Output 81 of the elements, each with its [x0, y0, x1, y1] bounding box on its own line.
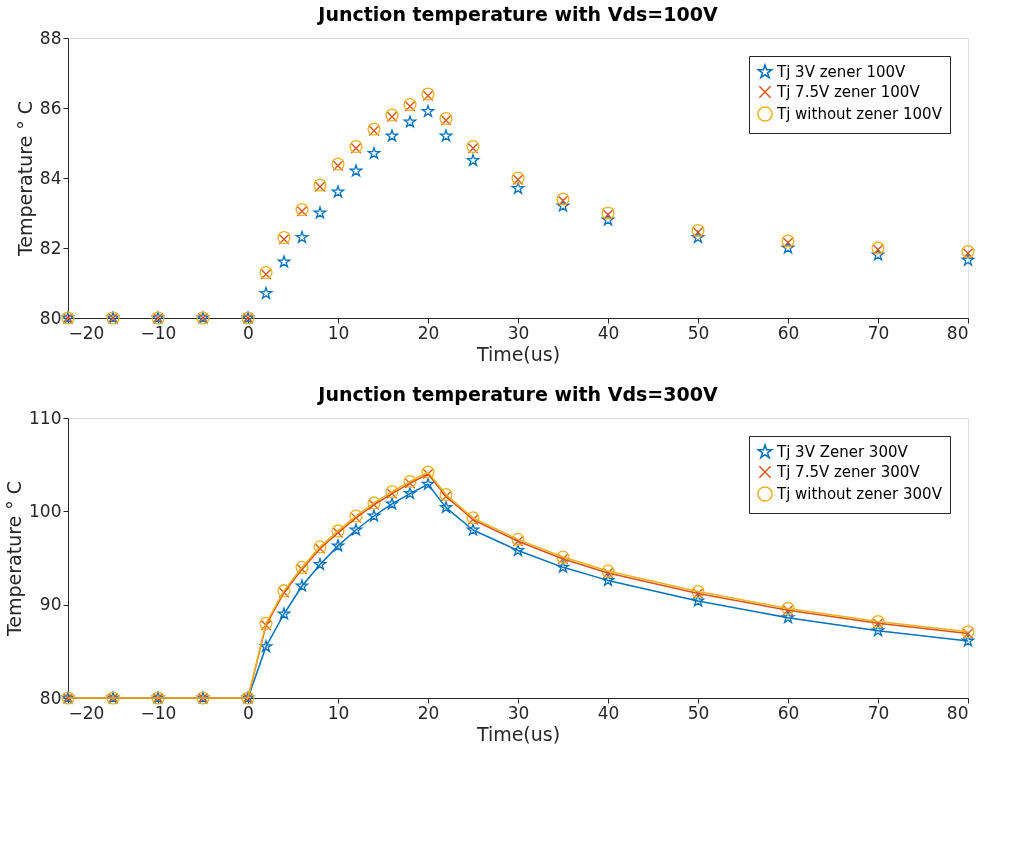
x-tick-label: 70	[867, 322, 890, 343]
point	[871, 248, 885, 261]
x-tick-label: 20	[417, 322, 440, 343]
point	[349, 164, 363, 177]
x-tick-label: 10	[327, 322, 350, 343]
point	[277, 255, 291, 268]
y-tick-label: 86	[39, 97, 62, 118]
point	[295, 579, 309, 592]
point	[421, 104, 435, 117]
y-axis-title: Temperature ° C	[13, 100, 36, 258]
point	[385, 497, 399, 510]
point	[331, 539, 345, 552]
legend-label: Tj 7.5V zener 100V	[776, 83, 921, 101]
point	[556, 199, 570, 212]
point	[259, 286, 273, 299]
point	[403, 487, 417, 500]
point	[367, 509, 381, 522]
point	[439, 129, 453, 142]
legend-label: Tj 7.5V zener 300V	[776, 463, 921, 481]
x-tick-label: 30	[507, 702, 530, 723]
y-tick-label: 88	[39, 27, 62, 48]
point	[367, 146, 381, 159]
y-tick-label: 110	[29, 407, 62, 428]
x-axis-title: Time(us)	[475, 342, 561, 365]
y-tick-label: 80	[39, 307, 62, 328]
x-tick-label: 20	[417, 702, 440, 723]
x-tick-label: 80	[946, 322, 969, 343]
point	[466, 523, 480, 536]
x-tick-label: 40	[597, 702, 620, 723]
point	[295, 230, 309, 243]
y-tick-label: 90	[39, 594, 62, 615]
point	[601, 213, 615, 226]
x-tick-label: 60	[777, 702, 800, 723]
point	[466, 153, 480, 166]
point	[601, 573, 615, 586]
x-tick-label: 50	[687, 322, 710, 343]
x-tick-label: 0	[243, 702, 254, 723]
legend-label: Tj 3V Zener 300V	[776, 443, 909, 461]
point	[871, 624, 885, 637]
y-tick-label: 82	[39, 237, 62, 258]
y-tick-label: 80	[39, 687, 62, 708]
x-tick-label: 0	[243, 322, 254, 343]
chart-title: Junction temperature with Vds=100V	[316, 3, 718, 25]
point	[277, 607, 291, 620]
x-tick-label: 60	[777, 322, 800, 343]
legend-label: Tj without zener 100V	[776, 105, 943, 123]
point	[556, 560, 570, 573]
point	[511, 543, 525, 556]
point	[781, 241, 795, 254]
point	[331, 185, 345, 198]
x-tick-label: 80	[946, 702, 969, 723]
x-tick-label: 50	[687, 702, 710, 723]
x-axis-title: Time(us)	[475, 722, 561, 745]
point	[385, 129, 399, 142]
point	[961, 253, 975, 266]
point	[439, 501, 453, 514]
legend-label: Tj without zener 300V	[776, 485, 943, 503]
x-tick-label: 70	[867, 702, 890, 723]
x-tick-label: −10	[140, 702, 177, 723]
x-tick-label: −20	[68, 702, 105, 723]
x-tick-label: 30	[507, 322, 530, 343]
point	[781, 611, 795, 624]
point	[403, 115, 417, 128]
y-axis-title: Temperature ° C	[3, 480, 26, 638]
legend-label: Tj 3V zener 100V	[776, 63, 907, 81]
point	[961, 634, 975, 647]
point	[439, 487, 453, 502]
point	[421, 477, 435, 490]
point	[691, 594, 705, 607]
x-tick-label: 40	[597, 322, 620, 343]
y-tick-label: 84	[39, 167, 62, 188]
point	[511, 181, 525, 194]
chart-title: Junction temperature with Vds=300V	[316, 383, 718, 405]
x-tick-label: 10	[327, 702, 350, 723]
x-tick-label: −10	[140, 322, 177, 343]
point	[313, 557, 327, 570]
y-tick-label: 100	[29, 500, 62, 521]
point	[349, 523, 363, 536]
point	[313, 206, 327, 219]
point	[259, 640, 273, 653]
x-tick-label: −20	[68, 322, 105, 343]
